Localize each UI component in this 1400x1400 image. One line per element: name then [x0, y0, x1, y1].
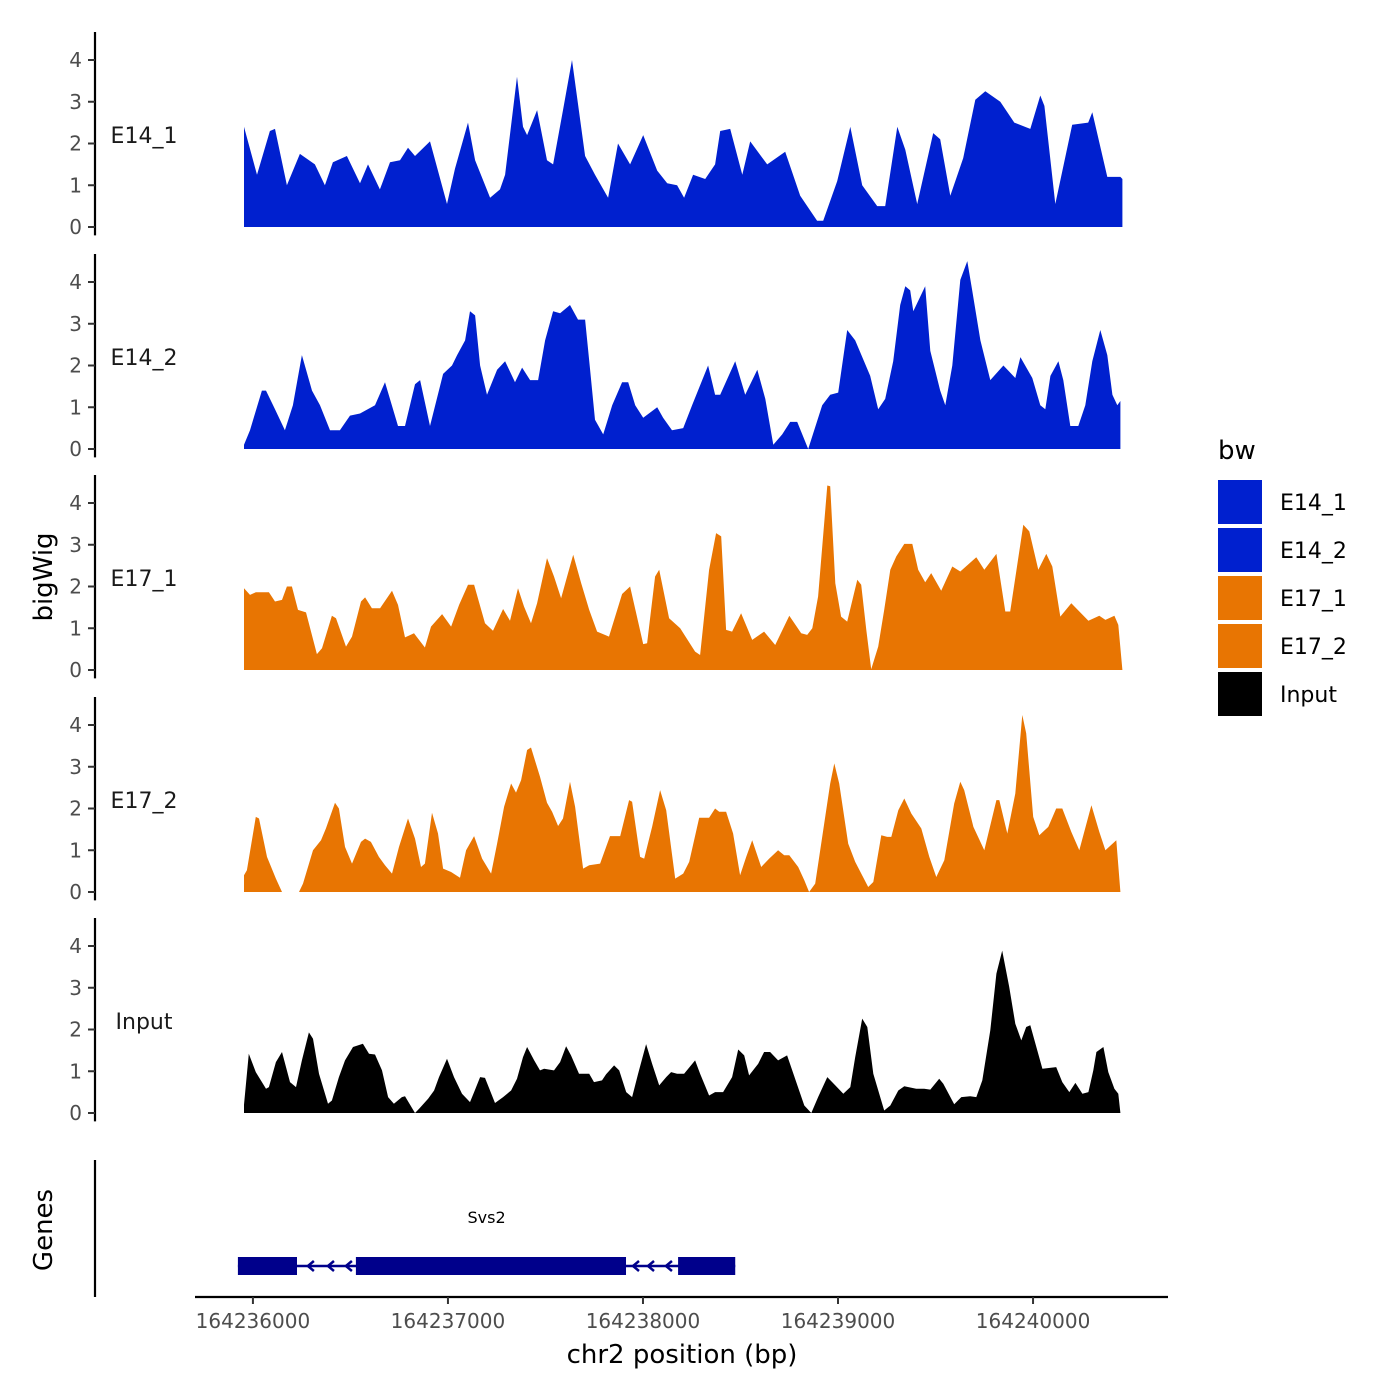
strand-arrow-icon [343, 1260, 353, 1272]
x-tick-label: 164240000 [976, 1309, 1091, 1333]
gene-track: Svs2 [93, 1160, 736, 1297]
y-tick-label: 4 [69, 491, 82, 515]
signal-area-e17_2 [244, 715, 1121, 892]
x-axis-title: chr2 position (bp) [567, 1340, 798, 1370]
y-tick-label: 3 [69, 533, 82, 557]
legend-key-e14_2 [1218, 528, 1262, 572]
y-tick-label: 1 [69, 1059, 82, 1083]
y-tick-label: 1 [69, 395, 82, 419]
x-tick-label: 164237000 [391, 1309, 506, 1333]
y-tick-label: 2 [69, 1018, 82, 1042]
track-e17_1: 0 1 2 3 4 E17_1 [69, 475, 1123, 682]
legend-label: E17_2 [1280, 635, 1347, 660]
gene-exon [678, 1257, 736, 1275]
y-tick-label: 3 [69, 976, 82, 1000]
y-axis-title: bigWig [29, 532, 59, 621]
y-tick-label: 4 [69, 934, 82, 958]
legend-key-input [1218, 672, 1262, 716]
track-input: 0 1 2 3 4 Input [69, 918, 1121, 1125]
x-tick-label: 164236000 [196, 1309, 311, 1333]
x-tick-label: 164239000 [781, 1309, 896, 1333]
legend-label: E17_1 [1280, 587, 1347, 612]
y-tick-label: 4 [69, 48, 82, 72]
y-tick-label: 2 [69, 575, 82, 599]
y-tick-label: 2 [69, 354, 82, 378]
signal-area-e17_1 [244, 485, 1123, 670]
legend-key-e17_2 [1218, 624, 1262, 668]
y-tick-label: 0 [69, 1101, 82, 1125]
track-label: Input [116, 1010, 173, 1035]
signal-tracks: 0 1 2 3 4 E14_1 0 1 2 3 4 E14_2 0 1 2 3 4 E17_1 0 1 2 3 4 E17_2… [69, 32, 1123, 1125]
legend-key-e14_1 [1218, 480, 1262, 524]
y-tick-label: 1 [69, 838, 82, 862]
y-tick-label: 1 [69, 616, 82, 640]
track-label: E17_1 [111, 567, 178, 592]
genes-axis-title: Genes [29, 1189, 59, 1271]
y-tick-label: 3 [69, 90, 82, 114]
legend-label: Input [1280, 683, 1337, 708]
y-tick-label: 1 [69, 173, 82, 197]
legend-key-e17_1 [1218, 576, 1262, 620]
strand-arrow-icon [663, 1260, 673, 1272]
strand-arrow-icon [305, 1260, 315, 1272]
track-label: E14_2 [111, 346, 178, 371]
gene-exon [355, 1257, 627, 1275]
strand-arrow-icon [326, 1260, 335, 1272]
y-tick-label: 0 [69, 437, 82, 461]
legend-label: E14_2 [1280, 539, 1347, 564]
y-tick-label: 4 [69, 270, 82, 294]
strand-arrow-icon [646, 1260, 655, 1272]
y-tick-label: 2 [69, 797, 82, 821]
track-e17_2: 0 1 2 3 4 E17_2 [69, 697, 1121, 904]
y-tick-label: 3 [69, 312, 82, 336]
x-axis: 164236000 164237000 164238000 164239000 1642… [195, 1295, 1168, 1333]
signal-area-input [244, 950, 1121, 1113]
signal-area-e14_2 [244, 261, 1121, 449]
y-tick-label: 3 [69, 755, 82, 779]
legend-label: E14_1 [1280, 491, 1347, 516]
track-e14_1: 0 1 2 3 4 E14_1 [69, 32, 1123, 239]
gene-exon [237, 1257, 298, 1275]
y-tick-label: 4 [69, 713, 82, 737]
y-tick-label: 0 [69, 215, 82, 239]
y-tick-label: 2 [69, 132, 82, 156]
track-e14_2: 0 1 2 3 4 E14_2 [69, 254, 1121, 461]
track-label: E14_1 [111, 124, 178, 149]
track-label: E17_2 [111, 789, 178, 814]
signal-area-e14_1 [244, 60, 1123, 227]
strand-arrow-icon [631, 1260, 640, 1272]
y-tick-label: 0 [69, 880, 82, 904]
y-tick-label: 0 [69, 658, 82, 682]
legend: bw E14_1 E14_2 E17_1 E17_2 Input [1218, 436, 1347, 716]
legend-title: bw [1218, 436, 1256, 466]
gene-name-label: Svs2 [467, 1208, 505, 1227]
x-tick-label: 164238000 [586, 1309, 701, 1333]
